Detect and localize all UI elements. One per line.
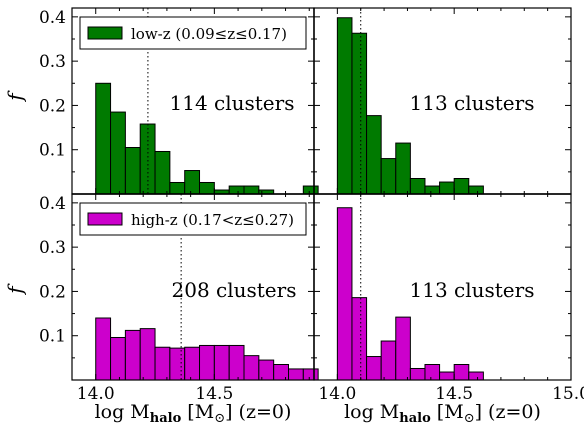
bar (409, 178, 426, 195)
bar (243, 355, 260, 381)
x-label-tail: ] (z=0) (225, 401, 291, 423)
x-label-main: log M (344, 401, 399, 423)
bar (228, 185, 245, 195)
bar (336, 17, 353, 195)
bar (243, 185, 260, 195)
y-tick-label: 0.3 (39, 52, 66, 72)
y-tick-label: 0.4 (39, 194, 66, 214)
bar (468, 371, 484, 381)
y-tick-label: 0.1 (39, 141, 66, 161)
legend-swatch (87, 212, 123, 226)
x-label-sun: ⊙ (464, 411, 475, 424)
bar (199, 344, 215, 381)
bar (124, 329, 141, 381)
x-tick-label: 15.0 (552, 384, 584, 404)
panels: 0.1 0.2 0.3 0.4 114 clusters low-z (0.09≤z≤0.… (39, 7, 584, 424)
x-label-tail: ] (z=0) (475, 401, 541, 423)
cluster-count-annotation: 113 clusters (410, 278, 535, 302)
bar (395, 142, 411, 195)
bar (154, 150, 171, 195)
bar (366, 115, 382, 195)
legend-swatch (87, 26, 123, 40)
ylabel-bottom: f (3, 283, 27, 296)
bar (424, 185, 441, 195)
y-tick-label: 0.1 (39, 327, 66, 347)
x-label-main: log M (95, 401, 150, 423)
bar (468, 185, 484, 195)
bar (110, 336, 126, 381)
bar (273, 364, 290, 381)
bar (184, 170, 201, 195)
bar (228, 344, 245, 381)
legend-box (79, 16, 307, 50)
bar (169, 347, 186, 381)
cluster-count-annotation: 113 clusters (410, 91, 535, 115)
bar (139, 123, 156, 195)
panel-top-right: 113 clusters (313, 7, 572, 195)
bar (380, 158, 397, 195)
bar (139, 328, 156, 381)
x-label-sub: halo (150, 411, 182, 424)
legend-label: high-z (0.17<z≤0.27) (131, 211, 294, 229)
bar (95, 317, 112, 381)
bar (184, 346, 201, 381)
x-label-sub: halo (399, 411, 431, 424)
cluster-count-annotation: 114 clusters (170, 91, 295, 115)
x-axis-label: log Mhalo [M⊙] (z=0) (344, 401, 541, 424)
x-label-unit: [M (181, 401, 214, 423)
bar (453, 364, 470, 381)
axis-labels: f f (3, 90, 27, 296)
bar (336, 207, 353, 381)
bar (169, 181, 186, 195)
bar (351, 32, 368, 195)
bar (302, 185, 319, 195)
panel-bottom-right: 14.0 14.5 15.0 log Mhalo [M⊙] (z=0) 113 clus… (313, 193, 584, 424)
bar (424, 364, 441, 381)
y-tick-label: 0.2 (39, 96, 66, 116)
bar (439, 371, 455, 381)
bar (124, 147, 141, 195)
bar (351, 297, 368, 381)
bar (395, 316, 411, 381)
bar (95, 82, 112, 195)
bar (213, 344, 230, 381)
x-tick-label: 14.5 (435, 384, 473, 404)
x-tick-label: 14.0 (318, 384, 356, 404)
bar (409, 367, 426, 381)
bar (154, 346, 171, 381)
bar (453, 178, 470, 195)
panel-top-left: 0.1 0.2 0.3 0.4 114 clusters low-z (0.09≤z≤0.… (39, 7, 319, 195)
bar (258, 359, 275, 381)
bar (288, 368, 304, 381)
bar (366, 356, 382, 381)
x-label-sun: ⊙ (214, 411, 225, 424)
bar (380, 340, 397, 381)
x-axis-label: log Mhalo [M⊙] (z=0) (95, 401, 292, 424)
cluster-count-annotation: 208 clusters (172, 278, 297, 302)
x-tick-label: 14.0 (77, 384, 115, 404)
x-tick-label: 14.5 (195, 384, 233, 404)
y-tick-label: 0.4 (39, 8, 66, 28)
y-tick-label: 0.3 (39, 238, 66, 258)
bar (199, 181, 215, 195)
y-tick-label: 0.2 (39, 282, 66, 302)
bar (110, 111, 126, 195)
bar (439, 181, 455, 195)
legend-label: low-z (0.09≤z≤0.17) (131, 25, 287, 43)
ylabel-top: f (3, 90, 27, 103)
x-label-unit: [M (431, 401, 464, 423)
bar (302, 368, 319, 381)
